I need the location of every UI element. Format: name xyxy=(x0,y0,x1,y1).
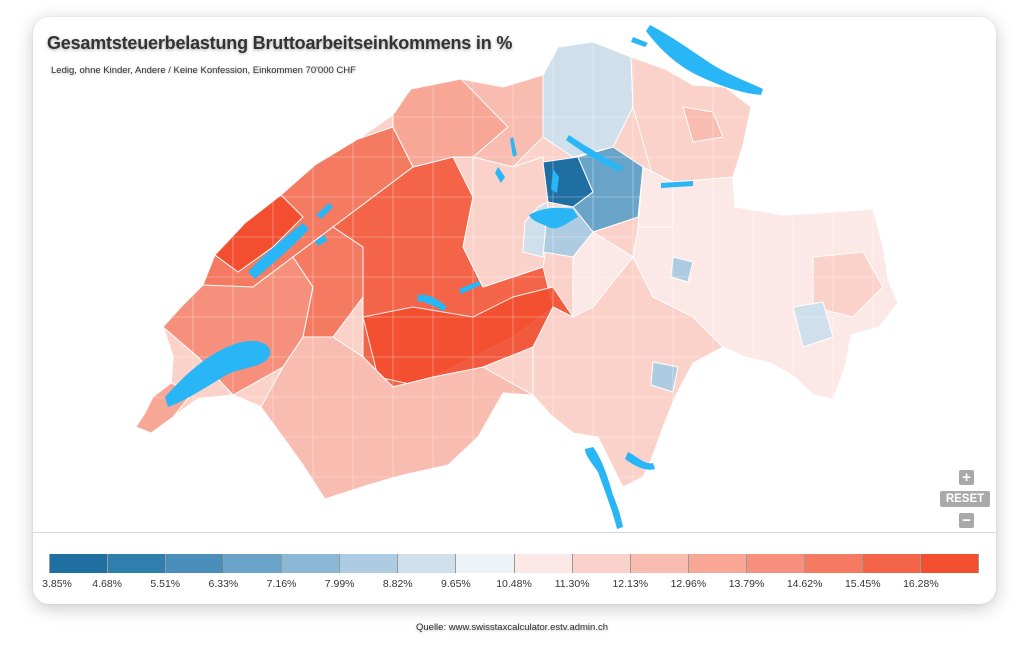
lake-biel xyxy=(316,203,333,219)
lake-murten xyxy=(315,235,327,246)
region-patch-east-2[interactable] xyxy=(670,256,694,283)
legend-swatch xyxy=(804,554,863,573)
lake-zurich xyxy=(566,135,623,172)
map-title: Gesamtsteuerbelastung Bruttoarbeitseinko… xyxy=(47,33,513,53)
lake-lugano xyxy=(625,452,655,470)
legend-label: 12.96% xyxy=(670,578,707,590)
legend-label: 9.65% xyxy=(440,578,471,590)
legend-label: 12.13% xyxy=(612,578,649,590)
lake-lucerne xyxy=(529,207,578,229)
legend-color-scale xyxy=(49,554,979,573)
region-uri[interactable] xyxy=(572,231,634,318)
zoom-in-button[interactable]: + xyxy=(959,470,974,485)
legend-swatch xyxy=(398,554,457,573)
lake-neuchatel xyxy=(248,223,309,279)
region-engadin[interactable] xyxy=(812,251,884,318)
legend-swatch xyxy=(49,554,109,573)
zoom-controls: + RESET − xyxy=(940,470,990,532)
switzerland-map-svg[interactable] xyxy=(33,17,996,532)
legend-label: 11.30% xyxy=(554,578,590,590)
legend-label: 16.28% xyxy=(903,578,939,590)
lake-maggiore xyxy=(585,447,623,529)
legend-label: 6.33% xyxy=(208,578,239,590)
legend-label: 4.68% xyxy=(92,578,123,590)
legend-swatch xyxy=(630,554,689,573)
legend-swatch xyxy=(746,554,805,573)
legend-swatch xyxy=(572,554,631,573)
legend-label: 10.48% xyxy=(496,578,532,590)
lakes xyxy=(165,25,763,529)
lake-small-ne xyxy=(631,37,648,47)
legend-labels: 3.85% 4.68% 5.51% 6.33% 7.16% 7.99% 8.82% 9.65%… xyxy=(42,578,979,592)
legend-swatch xyxy=(166,554,225,573)
legend-label: 13.79% xyxy=(728,578,765,590)
legend-swatch xyxy=(282,554,341,573)
legend-swatch xyxy=(224,554,283,573)
lake-sempach xyxy=(495,167,505,183)
map-subtitle: Ledig, ohne Kinder, Andere / Keine Konfe… xyxy=(51,65,356,76)
source-credit: Quelle: www.swisstaxcalculator.estv.admi… xyxy=(415,622,608,633)
legend-label: 3.85% xyxy=(42,578,72,590)
legend-swatch xyxy=(920,554,979,573)
lake-thun xyxy=(417,294,447,311)
lake-zug xyxy=(551,169,559,193)
legend-label: 5.51% xyxy=(150,578,181,590)
legend-swatch xyxy=(108,554,167,573)
legend-label: 7.99% xyxy=(324,578,355,590)
legend-divider xyxy=(33,532,996,533)
legend-swatch xyxy=(514,554,573,573)
legend-label: 14.62% xyxy=(786,578,823,590)
reset-button[interactable]: RESET xyxy=(940,491,990,507)
zoom-out-button[interactable]: − xyxy=(959,513,974,528)
lake-geneva xyxy=(165,340,271,407)
legend-label: 15.45% xyxy=(844,578,881,590)
lake-brienz xyxy=(459,281,481,294)
lake-hallwil xyxy=(510,137,517,157)
map-card: Gesamtsteuerbelastung Bruttoarbeitseinko… xyxy=(33,17,996,604)
legend-label: 8.82% xyxy=(382,578,413,590)
legend-swatch xyxy=(688,554,747,573)
legend-swatch xyxy=(456,554,515,573)
region-schwyz[interactable] xyxy=(572,146,644,233)
region-neuchatel[interactable] xyxy=(214,194,304,273)
choropleth-map[interactable] xyxy=(33,17,996,532)
legend-swatch xyxy=(340,554,399,573)
lake-constance xyxy=(646,25,763,95)
lake-walen xyxy=(661,181,693,188)
region-lucerne[interactable] xyxy=(462,156,554,288)
legend-swatch xyxy=(862,554,921,573)
legend-label: 7.16% xyxy=(266,578,297,590)
